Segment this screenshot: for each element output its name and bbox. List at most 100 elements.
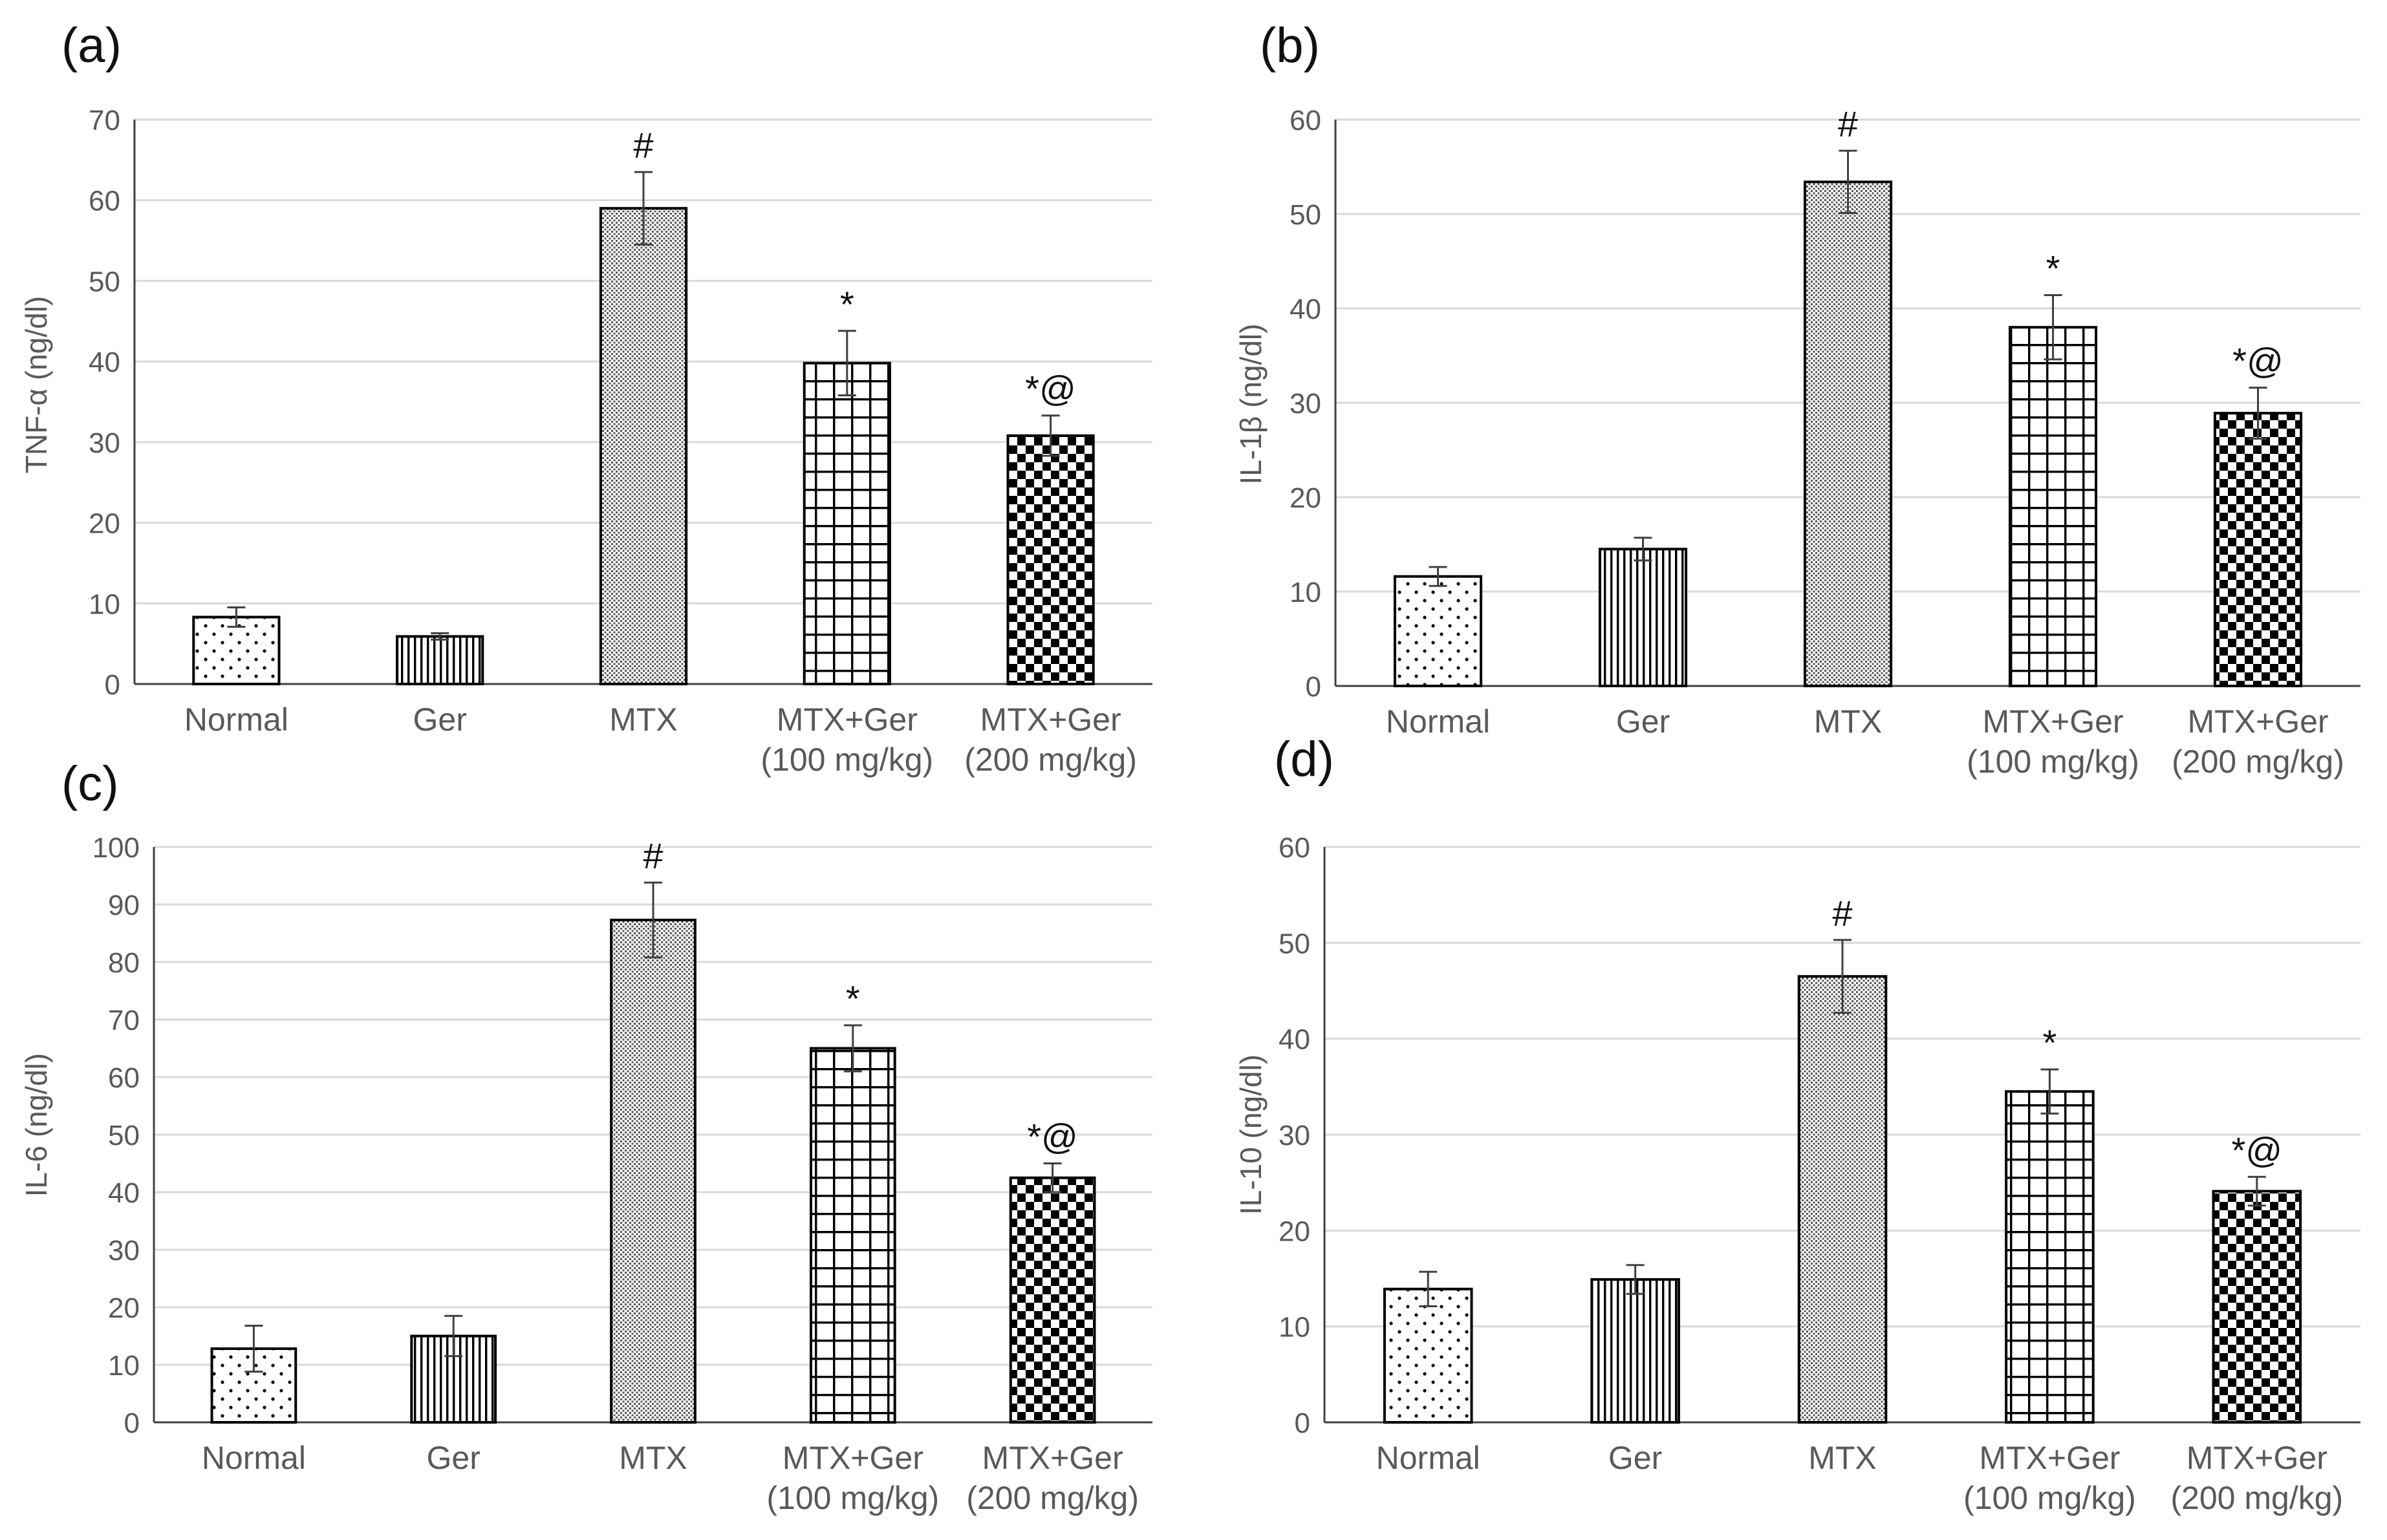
bar-fine-dots [1797,975,1888,1424]
y-tick-label: 60 [1279,832,1310,864]
panel-label: (b) [1260,18,1320,73]
y-tick-label: 30 [1279,1120,1310,1151]
x-tick-label: Ger [1616,703,1670,740]
x-tick-label: MTX [609,701,678,738]
x-tick-label: MTX [1808,1440,1877,1476]
significance-label: *@ [1025,369,1076,409]
x-tick-label: MTX+Ger [777,701,918,738]
x-tick-label: MTX+Ger [783,1440,923,1476]
bar-grid [809,1047,896,1424]
bar-grid [2005,1090,2095,1424]
x-tick-label: Normal [202,1440,306,1476]
significance-label: *@ [2232,341,2284,381]
y-tick-label: 0 [1295,1407,1310,1439]
y-tick-label: 80 [108,947,140,979]
y-tick-label: 50 [108,1120,140,1151]
x-tick-label: MTX+Ger [1982,703,2123,740]
y-tick-label: 50 [1279,928,1310,959]
bar-vertical-lines [396,635,484,686]
y-tick-label: 40 [89,347,120,378]
y-tick-label: 60 [108,1062,140,1094]
x-tick-label: MTX [619,1440,687,1476]
y-tick-label: 20 [89,508,120,540]
significance-label: *@ [1027,1117,1078,1157]
y-tick-label: 10 [1290,577,1321,608]
bar-grid [803,361,891,685]
bar-fine-dots [610,919,697,1424]
bar-dots [1383,1287,1473,1424]
bar-dots [1393,575,1483,688]
panel-label: (c) [61,756,119,811]
y-tick-label: 90 [108,890,140,921]
significance-label: * [2046,248,2060,289]
panel-d: (d) IL-10 (ng/dl) 0 10 20 30 40 50 60 Normal Ger… [1234,732,2360,1516]
bar-checker [1006,434,1095,685]
panel-label: (a) [61,18,122,73]
y-tick-label: 50 [1290,199,1321,231]
x-tick-label-line2: (200 mg/kg) [966,1480,1139,1516]
significance-label: *@ [2231,1129,2282,1170]
x-tick-label: MTX+Ger [2187,703,2328,740]
y-tick-label: 30 [108,1235,140,1267]
x-tick-label: Normal [1386,703,1490,740]
x-tick-label: Ger [1608,1440,1662,1476]
x-tick-label: MTX+Ger [1979,1440,2120,1476]
y-tick-label: 30 [89,427,120,459]
y-tick-label: 10 [108,1350,140,1382]
bar-vertical-lines [1590,1278,1680,1424]
x-tick-label: Ger [427,1440,481,1476]
y-axis-title: TNF-α (ng/dl) [19,296,53,474]
x-tick-label-line2: (100 mg/kg) [766,1480,939,1516]
y-tick-label: 70 [89,105,120,136]
y-tick-label: 10 [1279,1312,1310,1343]
bar-fine-dots [599,207,688,685]
significance-label: # [643,835,663,876]
y-tick-label: 20 [1279,1215,1310,1247]
y-tick-label: 40 [1279,1024,1310,1056]
x-tick-label: MTX+Ger [980,701,1121,738]
x-tick-label-line2: (100 mg/kg) [761,742,933,778]
y-tick-label: 30 [1290,388,1321,420]
y-tick-label: 20 [108,1292,140,1324]
x-tick-label: Normal [184,701,288,738]
x-tick-label: Normal [1376,1440,1480,1476]
y-axis-title: IL-6 (ng/dl) [19,1053,53,1197]
y-tick-label: 0 [105,669,120,701]
bar-grid [2008,326,2098,687]
x-tick-label: MTX+Ger [2187,1440,2328,1476]
x-tick-label: MTX [1814,703,1883,740]
significance-label: * [846,978,860,1019]
y-axis-title: IL-10 (ng/dl) [1234,1054,1268,1215]
x-tick-label: MTX+Ger [982,1440,1123,1476]
significance-label: # [633,125,653,166]
panel-c: (c) IL-6 (ng/dl) 0 10 20 30 40 50 60 70 80 90 100 N… [19,756,1152,1516]
x-tick-label-line2: (200 mg/kg) [2172,743,2344,780]
bar-checker [1009,1176,1096,1424]
panel-b: (b) IL-1β (ng/dl) 0 10 20 30 40 50 60 Normal Ger… [1234,18,2360,780]
y-tick-label: 70 [108,1005,140,1036]
panel-a: (a) TNF-α (ng/dl) 0 10 20 30 40 50 60 70 Normal G… [19,18,1152,778]
bar-fine-dots [1803,180,1893,687]
y-tick-label: 0 [1306,671,1321,703]
x-tick-label-line2: (200 mg/kg) [2170,1480,2343,1516]
significance-label: # [1832,893,1852,934]
x-tick-label-line2: (100 mg/kg) [1963,1480,2136,1516]
y-tick-label: 50 [89,266,120,297]
bar-checker [2212,1190,2302,1424]
y-tick-label: 40 [108,1177,140,1209]
significance-label: * [2043,1022,2057,1063]
y-axis-title: IL-1β (ng/dl) [1234,324,1268,485]
significance-label: # [1838,103,1858,144]
bar-vertical-lines [1598,548,1688,687]
y-tick-label: 60 [1290,105,1321,136]
y-tick-label: 40 [1290,294,1321,325]
panel-label: (d) [1274,732,1334,787]
x-tick-label-line2: (200 mg/kg) [964,742,1137,778]
y-tick-label: 0 [124,1407,140,1439]
y-tick-label: 60 [89,186,120,217]
bar-checker [2213,412,2303,687]
x-tick-label: Ger [413,701,467,738]
significance-label: * [840,284,854,325]
x-tick-label-line2: (100 mg/kg) [1967,743,2139,780]
